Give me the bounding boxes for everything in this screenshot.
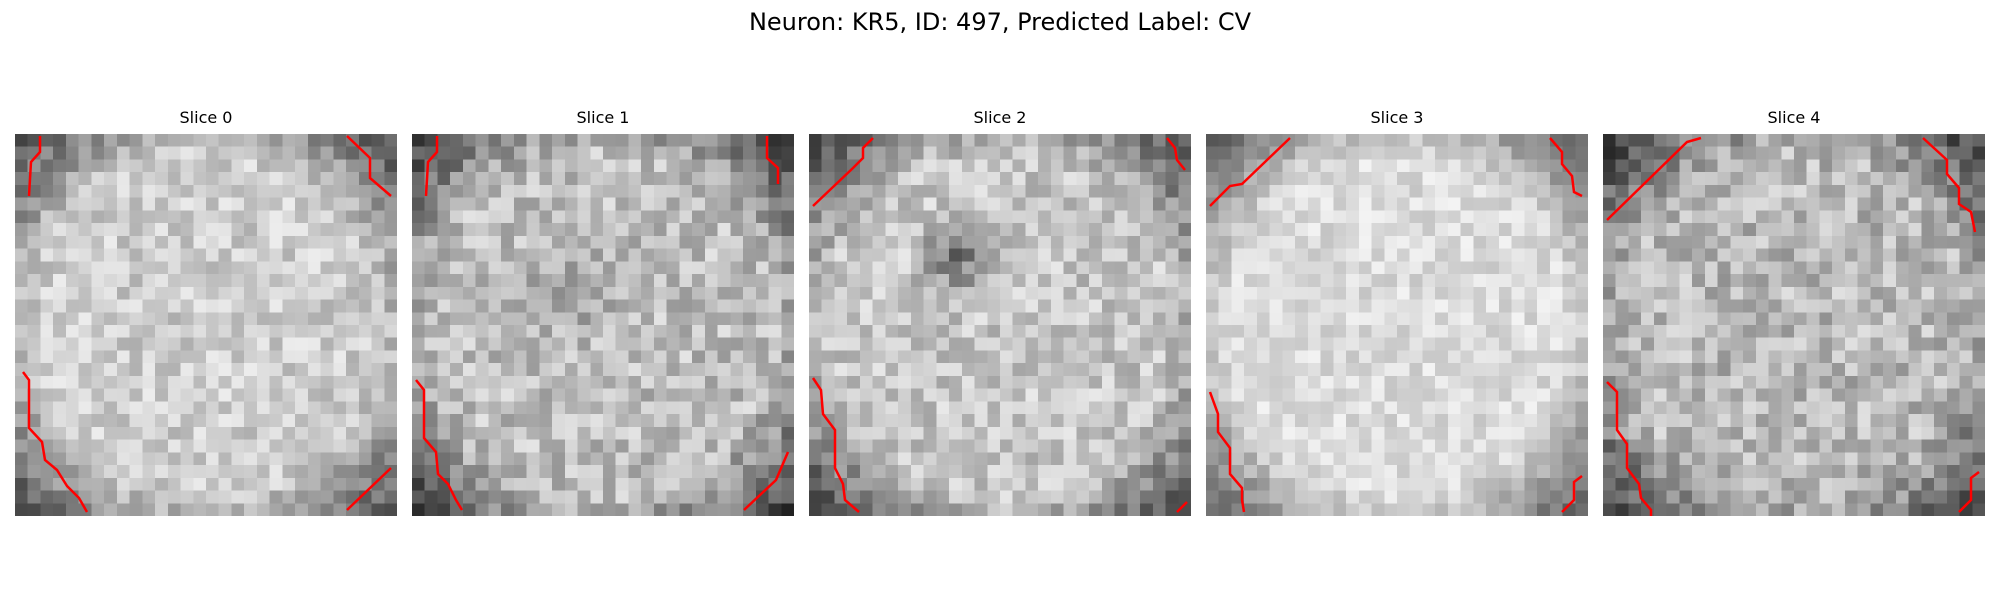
slice-panel-2: Slice 2 <box>809 108 1191 516</box>
slice-title: Slice 2 <box>973 108 1027 127</box>
contour-overlay <box>811 137 1188 513</box>
contour-overlay <box>1208 137 1583 513</box>
contour-overlay <box>22 135 392 513</box>
slice-image <box>412 134 794 516</box>
slice-panel-4: Slice 4 <box>1603 108 1985 516</box>
figure-title: Neuron: KR5, ID: 497, Predicted Label: C… <box>748 8 1252 36</box>
slice-image <box>15 134 397 516</box>
slice-title: Slice 3 <box>1370 108 1424 127</box>
slice-panel-0: Slice 0 <box>15 108 397 516</box>
slice-title: Slice 0 <box>179 108 233 127</box>
slice-title: Slice 4 <box>1767 108 1821 127</box>
slice-image <box>809 134 1191 516</box>
slice-image <box>1206 134 1588 516</box>
slice-panel-3: Slice 3 <box>1206 108 1588 516</box>
slice-title: Slice 1 <box>576 108 630 127</box>
slice-panel-1: Slice 1 <box>412 108 794 516</box>
contour-overlay <box>415 136 790 511</box>
slice-image <box>1603 134 1985 516</box>
contour-overlay <box>1606 136 1980 516</box>
